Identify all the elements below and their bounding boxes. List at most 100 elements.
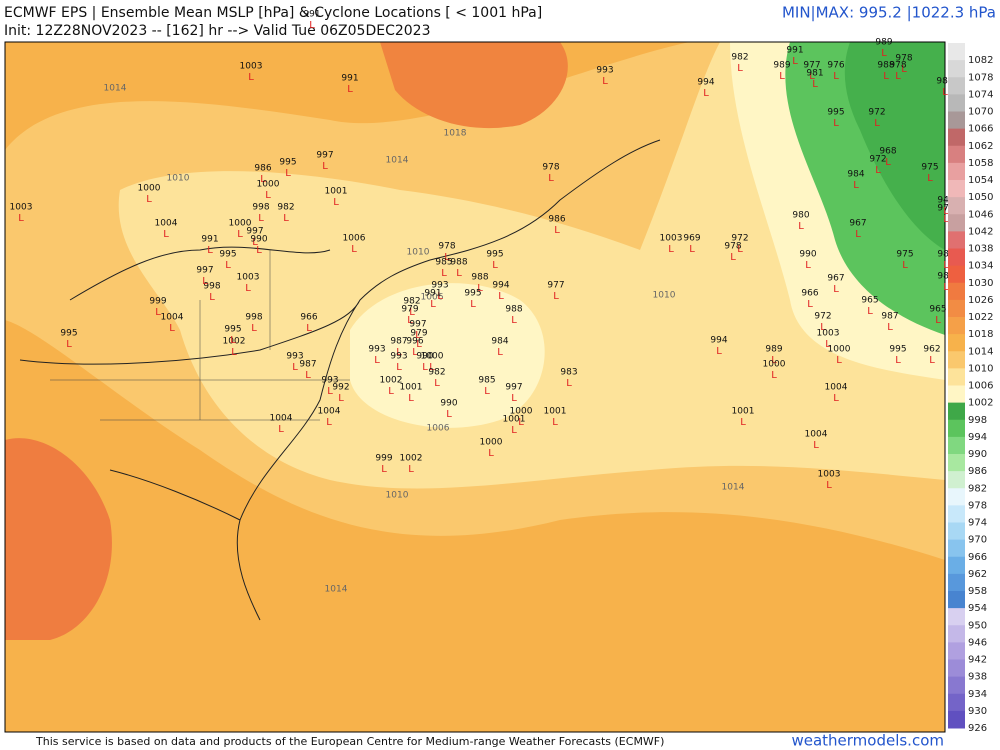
- cyclone-pressure: 977: [803, 61, 820, 71]
- low-symbol: L: [309, 20, 315, 31]
- low-symbol: L: [333, 197, 339, 208]
- cyclone-pressure: 1001: [732, 407, 755, 417]
- cyclone-pressure: 982: [277, 203, 294, 213]
- cyclone-pressure: 1000: [828, 345, 851, 355]
- map-frame: [4, 41, 946, 733]
- low-symbol: L: [251, 323, 257, 334]
- low-symbol: L: [230, 335, 236, 346]
- low-symbol: L: [927, 173, 933, 184]
- colorbar-cell: [948, 625, 965, 643]
- colorbar-cell: [948, 642, 965, 660]
- colorbar-label: 1030: [968, 278, 993, 289]
- low-symbol: L: [737, 244, 743, 255]
- cyclone-pressure: 966: [300, 313, 317, 323]
- cyclone-pressure: 981: [806, 69, 823, 79]
- low-symbol: L: [554, 225, 560, 236]
- cyclone-pressure: 1002: [380, 376, 403, 386]
- low-symbol: L: [245, 283, 251, 294]
- low-symbol: L: [812, 79, 818, 90]
- low-symbol: L: [488, 448, 494, 459]
- colorbar-label: 1042: [968, 226, 993, 237]
- low-symbol: L: [740, 417, 746, 428]
- cyclone-pressure: 967: [849, 219, 866, 229]
- low-symbol: L: [408, 393, 414, 404]
- cyclone-pressure: 993: [368, 345, 385, 355]
- init-line: Init: 12Z28NOV2023 -- [162] hr --> Valid…: [4, 23, 430, 39]
- map: 1014 1018 1014 1010 1010 1006 1010 1006 1010 1014…: [4, 10, 955, 733]
- cyclone-pressure: 985: [478, 376, 495, 386]
- cyclone-pressure: 991: [303, 10, 320, 20]
- cyclone-pressure: 1003: [237, 273, 260, 283]
- low-symbol: L: [730, 252, 736, 263]
- low-symbol: L: [548, 173, 554, 184]
- low-symbol: L: [409, 307, 415, 318]
- low-symbol: L: [155, 307, 161, 318]
- low-symbol: L: [163, 229, 169, 240]
- colorbar-label: 926: [968, 723, 987, 734]
- low-symbol: L: [260, 174, 266, 185]
- low-symbol: L: [779, 71, 785, 82]
- low-symbol: L: [943, 260, 949, 271]
- low-symbol: L: [875, 165, 881, 176]
- low-symbol: L: [407, 315, 413, 326]
- low-symbol: L: [252, 237, 258, 248]
- cyclone-pressure: 988: [450, 258, 467, 268]
- cyclone-pressure: 982: [428, 368, 445, 378]
- colorbar-cell: [948, 43, 965, 61]
- cyclone-pressure: 985: [435, 258, 452, 268]
- low-symbol: L: [833, 393, 839, 404]
- contour-label: 1018: [444, 129, 467, 139]
- low-symbol: L: [283, 213, 289, 224]
- colorbar-label: 1074: [968, 89, 993, 100]
- low-symbol: L: [942, 87, 948, 98]
- cyclone-pressure: 991: [424, 289, 441, 299]
- colorbar-label: 946: [968, 637, 987, 648]
- cyclone-pressure: 975: [896, 250, 913, 260]
- cyclone-pressure: 1004: [825, 383, 848, 393]
- cyclone-pressure: 1001: [503, 415, 526, 425]
- low-symbol: L: [668, 244, 674, 255]
- low-symbol: L: [895, 355, 901, 366]
- min-max: MIN|MAX: 995.2 |1022.3 hPa: [782, 4, 996, 22]
- colorbar-cell: [948, 77, 965, 95]
- low-symbol: L: [306, 323, 312, 334]
- colorbar-cell: [948, 522, 965, 541]
- low-symbol: L: [943, 214, 949, 225]
- cyclone-pressure: 978: [724, 242, 741, 252]
- colorbar-label: 1066: [968, 124, 993, 135]
- colorbar-label: 970: [968, 535, 987, 546]
- cyclone-pressure: 1000: [763, 360, 786, 370]
- low-symbol: L: [867, 306, 873, 317]
- low-symbol: L: [798, 221, 804, 232]
- coastline: [19, 139, 661, 621]
- low-symbol: L: [737, 63, 743, 74]
- colorbar-label: 938: [968, 672, 987, 683]
- cyclone-pressure: 997: [409, 320, 426, 330]
- low-symbol: L: [322, 161, 328, 172]
- colorbar-cell: [948, 402, 965, 421]
- colorbar-cell: [948, 111, 965, 130]
- low-symbol: L: [351, 244, 357, 255]
- low-symbol: L: [422, 362, 428, 373]
- cyclone-pressure: 979: [410, 329, 427, 339]
- colorbar-cell: [948, 180, 965, 198]
- low-symbol: L: [265, 190, 271, 201]
- colorbar-label: 950: [968, 620, 987, 631]
- colorbar-label: 978: [968, 500, 987, 511]
- colorbar-cell: [948, 693, 965, 712]
- low-symbol: L: [408, 464, 414, 475]
- low-symbol: L: [292, 362, 298, 373]
- cyclone-pressure: 1003: [817, 329, 840, 339]
- cyclone-pressure: 1003: [818, 470, 841, 480]
- low-symbol: L: [813, 440, 819, 451]
- cyclone-pressure: 1001: [544, 407, 567, 417]
- cyclone-pressure: 993: [431, 281, 448, 291]
- low-symbol: L: [855, 229, 861, 240]
- colorbar-cell: [948, 94, 965, 112]
- low-symbol: L: [553, 291, 559, 302]
- colorbar-cell: [948, 471, 965, 489]
- cyclone-pressure: 1002: [400, 454, 423, 464]
- colorbar-label: 1054: [968, 175, 993, 186]
- low-symbol: L: [396, 362, 402, 373]
